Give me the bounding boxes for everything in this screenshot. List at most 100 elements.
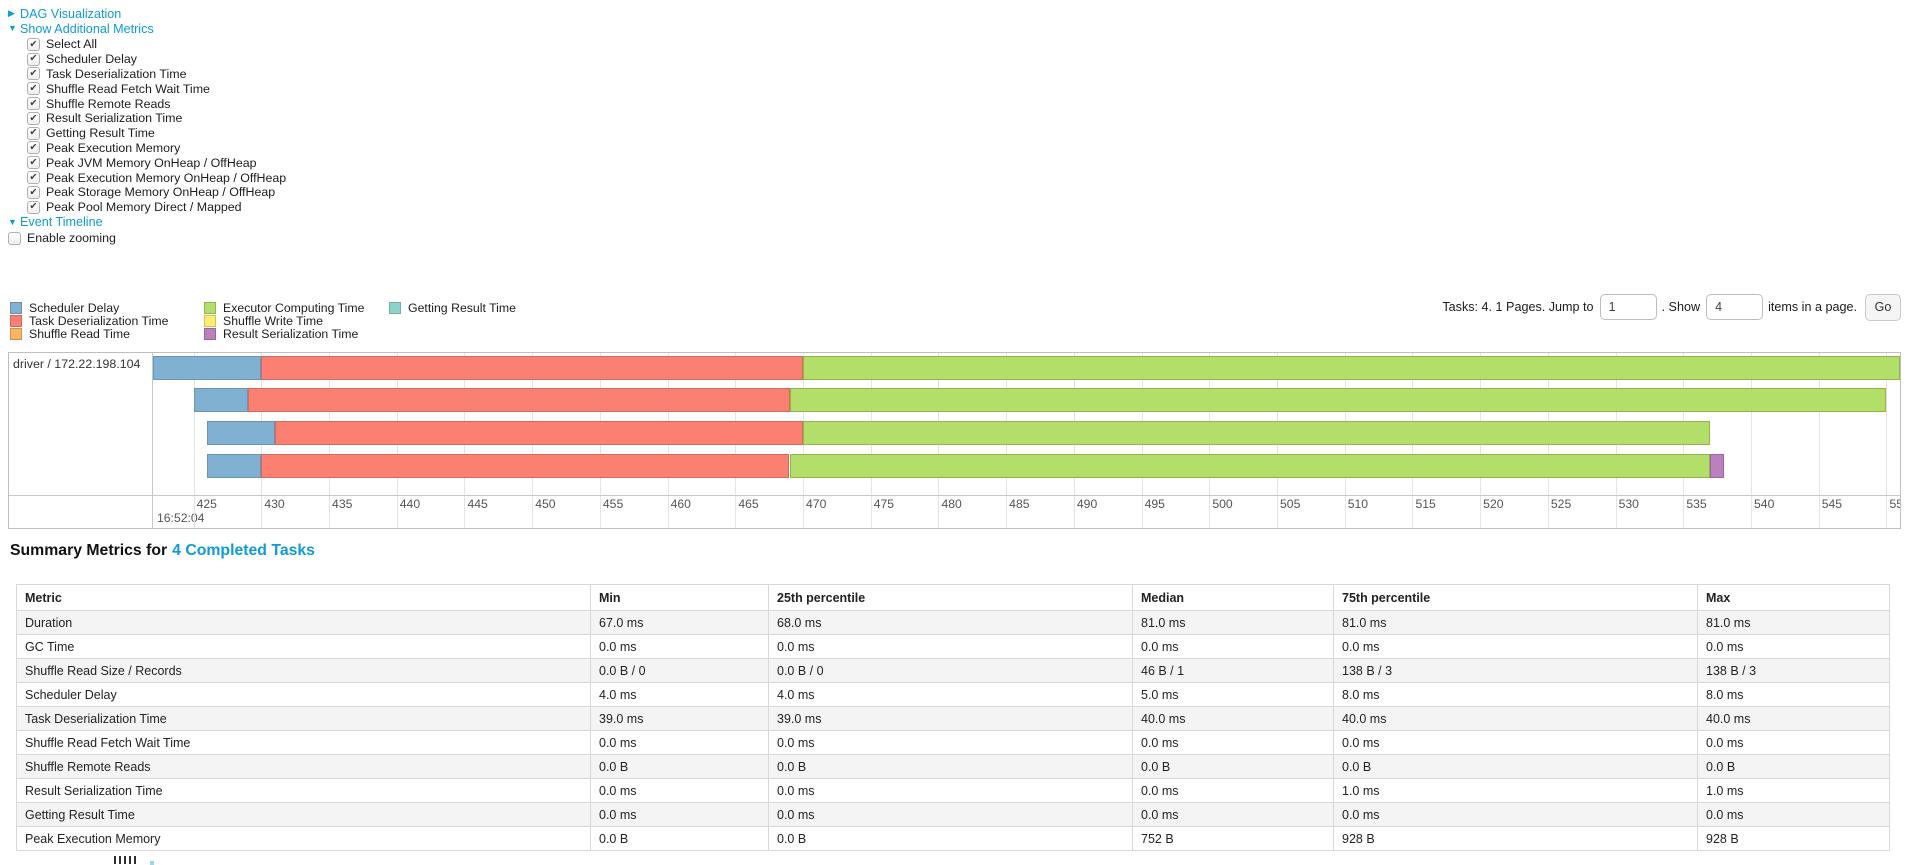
timeline-segment-deserialization[interactable] xyxy=(261,356,804,380)
metric-value-cell: 8.0 ms xyxy=(1333,682,1698,707)
timeline-tick-label: 535 xyxy=(1686,497,1707,511)
metric-checkbox-row-peak-pool-memory-direct-mapped: ✔ Peak Pool Memory Direct / Mapped xyxy=(27,200,286,215)
checkbox-getting-result-time[interactable]: ✔ xyxy=(27,126,40,140)
metric-checkbox-row-peak-execution-memory: ✔ Peak Execution Memory xyxy=(27,141,286,156)
checkbox-label: Task Deserialization Time xyxy=(46,66,187,81)
arrow-right-icon: ▶ xyxy=(8,8,15,18)
legend-column: Executor Computing Time Shuffle Write Tim… xyxy=(204,301,364,341)
metric-value-cell: 1.0 ms xyxy=(1333,778,1698,803)
checkbox-label: Peak Execution Memory xyxy=(46,140,181,155)
metric-checkbox-row-getting-result-time: ✔ Getting Result Time xyxy=(27,126,286,141)
checkbox-peak-execution-memory[interactable]: ✔ xyxy=(27,141,40,155)
summary-header-metric: Metric xyxy=(16,584,591,611)
checkbox-peak-storage-memory-onheap-offheap[interactable]: ✔ xyxy=(27,185,40,199)
enable-zooming-checkbox[interactable] xyxy=(8,231,21,245)
timeline-segment-scheduler[interactable] xyxy=(153,356,262,380)
timeline-segment-deserialization[interactable] xyxy=(247,388,790,412)
timeline-gridline xyxy=(1818,353,1820,528)
timeline-segment-executor[interactable] xyxy=(803,421,1711,445)
metric-value-cell: 81.0 ms xyxy=(1132,610,1334,635)
checkbox-label: Peak Storage Memory OnHeap / OffHeap xyxy=(46,185,276,200)
timeline-plot-area: 16:52:04 425 430 435 440 445 450 455 460 465 470 4… xyxy=(153,353,1900,528)
go-button[interactable]: Go xyxy=(1865,293,1901,321)
summary-table-header-row: Metric Min 25th percentile Median 75th perce… xyxy=(16,584,1890,611)
checkbox-peak-execution-memory-onheap-offheap[interactable]: ✔ xyxy=(27,171,40,185)
checkbox-select-all[interactable]: ✔ xyxy=(27,37,40,51)
metric-value-cell: 4.0 ms xyxy=(768,682,1133,707)
metric-value-cell: 46 B / 1 xyxy=(1132,658,1334,683)
show-additional-metrics-toggle[interactable]: ▼ Show Additional Metrics xyxy=(8,21,286,36)
checkbox-task-deserialization-time[interactable]: ✔ xyxy=(27,67,40,81)
timeline-segment-scheduler[interactable] xyxy=(207,421,275,445)
checkbox-result-serialization-time[interactable]: ✔ xyxy=(27,111,40,125)
timeline-tick-label: 490 xyxy=(1076,497,1098,511)
checkbox-shuffle-read-fetch-wait-time[interactable]: ✔ xyxy=(27,82,40,96)
checkbox-label: Getting Result Time xyxy=(46,126,155,141)
timeline-segment-deserialization[interactable] xyxy=(261,454,790,478)
checkbox-peak-jvm-memory-onheap-offheap[interactable]: ✔ xyxy=(27,156,40,170)
metric-value-cell: 0.0 ms xyxy=(1333,634,1698,659)
timeline-tick-label: 450 xyxy=(535,497,556,511)
task-pagination: Tasks: 4. 1 Pages. Jump to . Show items … xyxy=(1442,292,1901,322)
legend-item-result-serialization-time: Result Serialization Time xyxy=(204,327,364,341)
legend-item-executor-computing-time: Executor Computing Time xyxy=(204,301,364,315)
tasks-count-text: Tasks: 4. 1 Pages. Jump to xyxy=(1442,300,1594,314)
clipped-link-fragment xyxy=(150,861,154,865)
timeline-tick-label: 430 xyxy=(264,497,285,511)
timeline-segment-scheduler[interactable] xyxy=(207,454,262,478)
timeline-tick-label: 540 xyxy=(1754,497,1775,511)
timeline-tick-label: 510 xyxy=(1347,497,1369,511)
executor-label: driver / 172.22.198.104 xyxy=(13,357,141,371)
timeline-segment-deserialization[interactable] xyxy=(274,421,804,445)
timeline-tick-label: 460 xyxy=(670,497,691,511)
timeline-gridline xyxy=(193,353,195,528)
metric-value-cell: 0.0 ms xyxy=(1132,730,1334,755)
timeline-tick-label: 435 xyxy=(332,497,353,511)
summary-row-shuffle-read-size-records: Shuffle Read Size / Records 0.0 B / 0 0.0 … xyxy=(16,658,1890,683)
timeline-tick-label: 475 xyxy=(873,497,895,511)
timeline-tick-label: 525 xyxy=(1550,497,1572,511)
legend-swatch-icon xyxy=(10,328,22,341)
metric-checkbox-row-result-serialization-time: ✔ Result Serialization Time xyxy=(27,111,286,126)
dag-visualization-link[interactable]: DAG Visualization xyxy=(20,6,122,21)
metric-value-cell: 68.0 ms xyxy=(768,610,1133,635)
checkbox-peak-pool-memory-direct-mapped[interactable]: ✔ xyxy=(27,200,40,214)
event-timeline-link[interactable]: Event Timeline xyxy=(20,215,103,230)
timeline-tick-label: 465 xyxy=(738,497,759,511)
summary-row-scheduler-delay: Scheduler Delay 4.0 ms 4.0 ms 5.0 ms 8.0 ms 8… xyxy=(16,682,1890,707)
metric-value-cell: 0.0 ms xyxy=(590,634,769,659)
items-in-page-text: items in a page. xyxy=(1768,300,1857,314)
timeline-segment-executor[interactable] xyxy=(789,454,1711,478)
summary-row-task-deserialization-time: Task Deserialization Time 39.0 ms 39.0 ms 4… xyxy=(16,706,1890,731)
metric-name-cell: Duration xyxy=(16,610,591,635)
metric-value-cell: 40.0 ms xyxy=(1132,706,1334,731)
timeline-segment-scheduler[interactable] xyxy=(193,388,248,412)
timeline-segment-executor[interactable] xyxy=(803,356,1900,380)
metric-value-cell: 0.0 ms xyxy=(1132,802,1334,827)
items-per-page-input[interactable] xyxy=(1706,294,1764,320)
summary-metrics-heading: Summary Metrics for 4 Completed Tasks xyxy=(10,542,315,560)
metric-value-cell: 0.0 B xyxy=(590,754,769,779)
legend-label: Shuffle Write Time xyxy=(223,314,324,329)
checkbox-label: Shuffle Remote Reads xyxy=(46,96,171,111)
timeline-tick-label: 445 xyxy=(467,497,488,511)
checkbox-label: Result Serialization Time xyxy=(46,111,183,126)
show-additional-metrics-link[interactable]: Show Additional Metrics xyxy=(20,21,154,36)
summary-row-gc-time: GC Time 0.0 ms 0.0 ms 0.0 ms 0.0 ms 0.0 ms xyxy=(16,634,1890,659)
legend-swatch-icon xyxy=(204,302,216,315)
timeline-segment-executor[interactable] xyxy=(789,388,1887,412)
completed-tasks-link[interactable]: 4 Completed Tasks xyxy=(172,542,315,559)
checkbox-shuffle-remote-reads[interactable]: ✔ xyxy=(27,97,40,111)
clipped-next-section-fragment xyxy=(114,856,139,864)
event-timeline-toggle[interactable]: ▼ Event Timeline xyxy=(8,215,286,230)
checkbox-scheduler-delay[interactable]: ✔ xyxy=(27,52,40,66)
metric-name-cell: Scheduler Delay xyxy=(16,682,591,707)
jump-to-page-input[interactable] xyxy=(1599,294,1657,320)
metric-checkbox-row-scheduler-delay: ✔ Scheduler Delay xyxy=(27,52,286,67)
metric-value-cell: 138 B / 3 xyxy=(1333,658,1698,683)
timeline-tick-label: 495 xyxy=(1144,497,1165,511)
dag-visualization-toggle[interactable]: ▶ DAG Visualization xyxy=(8,6,286,21)
metric-value-cell: 0.0 B xyxy=(590,826,769,851)
enable-zooming-row: Enable zooming xyxy=(8,231,286,246)
timeline-segment-result_serialization[interactable] xyxy=(1710,454,1724,478)
